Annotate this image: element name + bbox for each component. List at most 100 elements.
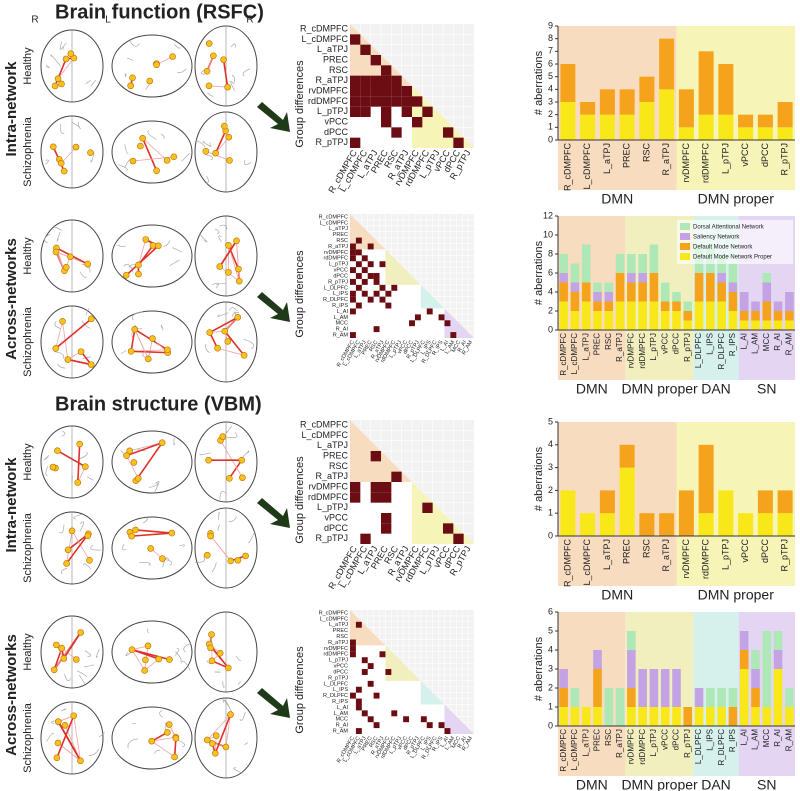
matrix-row-label: R_AI: [336, 723, 349, 729]
brain-sulcus: [45, 65, 50, 69]
node: [128, 646, 136, 653]
node: [135, 270, 142, 278]
legend-swatch: [680, 223, 690, 230]
bar-segment: [751, 320, 760, 330]
brain-view: [111, 430, 193, 494]
matrix-col-label: R_AI: [457, 339, 469, 353]
matrix-cell: [420, 716, 427, 723]
matrix-cell: [381, 75, 392, 86]
connection: [210, 535, 232, 562]
bar-segment: [638, 273, 647, 283]
bar-segment: [627, 650, 636, 688]
x-tick-label: R_aTPJ: [661, 143, 671, 176]
x-tick-label: L_aTPJ: [602, 539, 612, 570]
brain-sulcus: [73, 514, 82, 520]
node: [82, 463, 89, 471]
matrix-cell: [350, 137, 361, 148]
brain-sulcus: [239, 711, 246, 721]
brain-sulcus: [218, 235, 222, 242]
node: [130, 459, 138, 466]
node: [52, 345, 60, 352]
matrix-cell: [367, 296, 374, 303]
x-tick-label: R_DLPFC: [717, 333, 726, 370]
bar-segment: [593, 707, 602, 726]
matrix-cell: [379, 261, 386, 268]
group-label: DMN proper: [698, 191, 775, 207]
x-tick-label: rdDMPFC: [638, 729, 647, 765]
brain-sulcus: [121, 544, 127, 551]
y-tick-label: 4: [548, 644, 553, 654]
node: [166, 656, 173, 663]
group-label: Schizophrenia: [22, 702, 34, 773]
node: [129, 74, 136, 82]
brain-outline: [111, 34, 193, 98]
brain-sulcus: [147, 628, 149, 634]
brain-view: [194, 697, 258, 779]
brain-sulcus: [174, 44, 180, 49]
matrix-cell: [444, 320, 451, 327]
bar-segment: [728, 688, 738, 707]
matrix-row-label: R_aTPJ: [315, 471, 348, 481]
node: [144, 642, 152, 650]
matrix-block: [420, 680, 445, 705]
connection: [137, 244, 154, 266]
bar-segment: [728, 292, 738, 311]
matrix-row-label: R_AI: [336, 327, 349, 333]
connection: [73, 715, 81, 761]
y-tick-label: 1: [548, 122, 553, 132]
bar-segment: [593, 650, 602, 669]
x-tick-label: R_aTPJ: [615, 729, 624, 758]
brain-sulcus: [244, 742, 249, 745]
matrix-cell: [350, 296, 356, 303]
matrix-row-label: L_cDMPFC: [320, 616, 348, 622]
brain-sulcus: [180, 660, 191, 671]
node: [207, 532, 214, 540]
bar-segment: [559, 688, 568, 707]
node: [74, 479, 82, 486]
brain-view: [40, 219, 104, 293]
node: [127, 82, 134, 90]
bar-segment: [570, 311, 580, 330]
brain-sulcus: [142, 353, 147, 359]
node: [137, 142, 144, 150]
group-band: [558, 612, 626, 776]
x-tick-label: MCC: [762, 333, 771, 351]
matrix-block: [444, 308, 474, 338]
matrix-cell: [373, 722, 380, 729]
node: [51, 82, 59, 90]
connection: [215, 136, 230, 154]
connection: [131, 350, 168, 354]
bar-segment: [672, 669, 681, 707]
brain-sulcus: [183, 643, 192, 653]
connection: [138, 239, 147, 266]
bar-segment: [599, 513, 615, 536]
matrix-row-label: R_DLPFC: [323, 297, 348, 303]
x-tick-label: L_cDMPFC: [570, 333, 579, 375]
group-label: SN: [757, 777, 776, 791]
node: [77, 348, 85, 355]
brain-sulcus: [131, 311, 143, 321]
bar-segment: [751, 669, 760, 688]
bar-segment: [615, 301, 625, 330]
y-axis-label: # aberrations: [533, 240, 545, 305]
node: [50, 666, 58, 674]
brain-sulcus: [127, 738, 139, 749]
matrix-row-label: L_DLPFC: [324, 285, 348, 291]
group-label: Schizophrenia: [22, 306, 34, 377]
brain-view: [40, 511, 104, 585]
node: [53, 641, 60, 649]
x-tick-label: R_DLPFC: [717, 729, 726, 766]
node: [72, 143, 80, 151]
bar-segment: [627, 707, 636, 726]
x-tick-label: L_AM: [751, 333, 760, 354]
brain-view: [40, 615, 104, 689]
bar-segment: [757, 490, 773, 514]
bar-segment: [559, 273, 568, 283]
arrow: [257, 498, 290, 528]
node: [77, 629, 84, 636]
brain-sulcus: [142, 517, 148, 524]
bar-segment: [639, 76, 655, 102]
matrix-cell: [350, 96, 361, 107]
group-label: SN: [757, 381, 776, 397]
brain-view: [111, 34, 193, 98]
